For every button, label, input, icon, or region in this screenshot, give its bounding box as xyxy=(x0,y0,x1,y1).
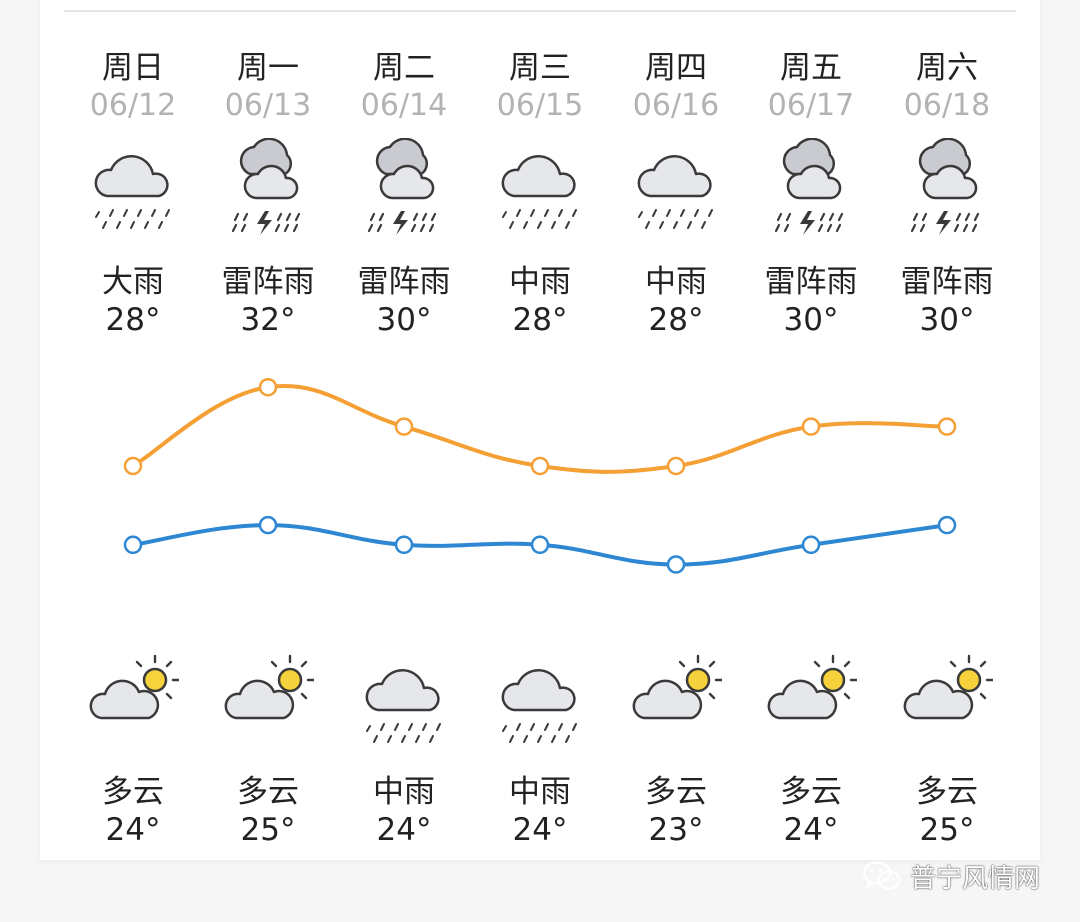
day-column: 周三 06/15 中雨 28° 中雨 24° xyxy=(472,0,608,922)
day-high-temp: 30° xyxy=(783,302,839,338)
watermark-text: 普宁风情网 xyxy=(910,863,1041,894)
day-condition: 中雨 xyxy=(509,264,571,300)
night-low-temp: 24° xyxy=(512,812,568,848)
night-low-temp: 24° xyxy=(783,812,839,848)
day-high-temp: 32° xyxy=(240,302,296,338)
weekday-label: 周一 xyxy=(237,50,299,86)
weekday-label: 周三 xyxy=(509,50,571,86)
day-column: 周四 06/16 中雨 28° 多云 23° xyxy=(608,0,744,922)
day-column: 周一 06/13 雷阵雨 32° 多云 25° xyxy=(200,0,336,922)
night-weather-icon xyxy=(901,652,995,748)
partly-cloudy-icon xyxy=(767,654,859,720)
rain-cloud-icon xyxy=(501,668,577,743)
night-weather-icon xyxy=(630,652,724,748)
date-label: 06/17 xyxy=(767,88,855,123)
day-condition: 雷阵雨 xyxy=(900,264,994,300)
night-condition: 中雨 xyxy=(373,774,435,810)
night-condition: 多云 xyxy=(237,774,299,810)
night-weather-icon xyxy=(765,652,859,748)
weekday-label: 周五 xyxy=(780,50,842,86)
night-low-temp: 25° xyxy=(240,812,296,848)
night-condition: 多云 xyxy=(102,774,164,810)
date-label: 06/14 xyxy=(360,88,448,123)
night-weather-icon xyxy=(87,652,181,748)
night-condition: 中雨 xyxy=(509,774,571,810)
day-condition: 雷阵雨 xyxy=(357,264,451,300)
day-high-temp: 28° xyxy=(648,302,704,338)
night-low-temp: 23° xyxy=(648,812,704,848)
day-weather-icon xyxy=(636,138,716,238)
weekday-label: 周二 xyxy=(373,50,435,86)
date-label: 06/16 xyxy=(632,88,720,123)
night-condition: 多云 xyxy=(645,774,707,810)
date-label: 06/15 xyxy=(496,88,584,123)
day-condition: 大雨 xyxy=(102,264,164,300)
rain-cloud-icon xyxy=(365,668,441,743)
day-weather-icon xyxy=(93,138,173,238)
partly-cloudy-icon xyxy=(903,654,995,720)
weekday-label: 周四 xyxy=(645,50,707,86)
partly-cloudy-icon xyxy=(89,654,181,720)
day-column: 周六 06/18 雷阵雨 30° 多云 25° xyxy=(879,0,1015,922)
night-weather-icon xyxy=(222,652,316,748)
night-low-temp: 25° xyxy=(919,812,975,848)
weekday-label: 周日 xyxy=(102,50,164,86)
watermark: 普宁风情网 xyxy=(862,856,1040,896)
divider xyxy=(64,10,1016,12)
thunderstorm-icon xyxy=(910,137,980,235)
partly-cloudy-icon xyxy=(224,654,316,720)
day-column: 周二 06/14 雷阵雨 30° 中雨 24° xyxy=(336,0,472,922)
day-high-temp: 30° xyxy=(376,302,432,338)
day-weather-icon xyxy=(500,138,580,238)
night-low-temp: 24° xyxy=(376,812,432,848)
thunderstorm-icon xyxy=(774,137,844,235)
rain-cloud-icon xyxy=(94,154,170,229)
date-label: 06/12 xyxy=(89,88,177,123)
rain-cloud-icon xyxy=(501,154,577,229)
day-high-temp: 30° xyxy=(919,302,975,338)
night-condition: 多云 xyxy=(916,774,978,810)
rain-cloud-icon xyxy=(637,154,713,229)
weekday-label: 周六 xyxy=(916,50,978,86)
night-condition: 多云 xyxy=(780,774,842,810)
thunderstorm-icon xyxy=(367,137,437,235)
day-condition: 中雨 xyxy=(645,264,707,300)
thunderstorm-icon xyxy=(231,137,301,235)
night-weather-icon xyxy=(358,652,450,748)
night-low-temp: 24° xyxy=(105,812,161,848)
wechat-icon xyxy=(862,861,901,890)
night-weather-icon xyxy=(494,652,586,748)
date-label: 06/13 xyxy=(224,88,312,123)
day-weather-icon xyxy=(771,137,851,238)
date-label: 06/18 xyxy=(903,88,991,123)
day-weather-icon xyxy=(228,137,308,238)
partly-cloudy-icon xyxy=(632,654,724,720)
day-column: 周五 06/17 雷阵雨 30° 多云 24° xyxy=(743,0,879,922)
day-high-temp: 28° xyxy=(512,302,568,338)
day-weather-icon xyxy=(364,137,444,238)
day-weather-icon xyxy=(907,137,987,238)
day-column: 周日 06/12 大雨 28° 多云 24° xyxy=(65,0,201,922)
day-high-temp: 28° xyxy=(105,302,161,338)
day-condition: 雷阵雨 xyxy=(764,264,858,300)
day-condition: 雷阵雨 xyxy=(221,264,315,300)
